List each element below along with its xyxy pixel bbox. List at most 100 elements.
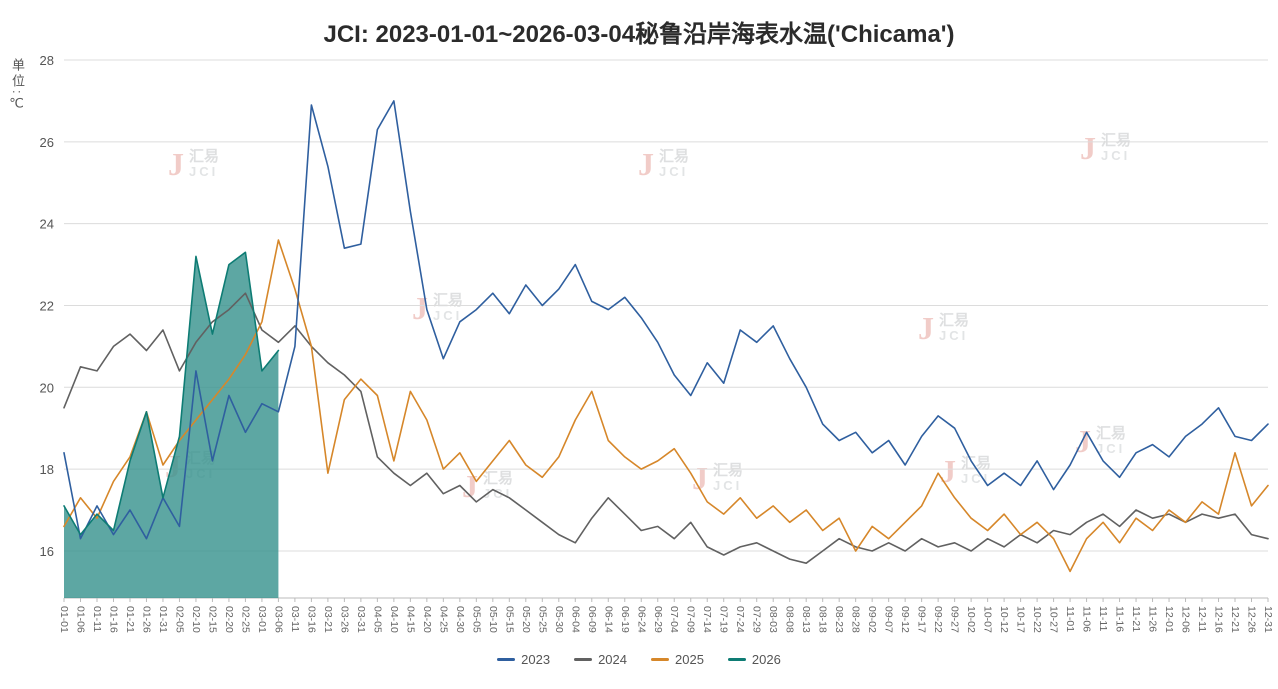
x-tick-label: 07-09 xyxy=(685,606,697,633)
x-tick-label: 07-19 xyxy=(718,606,730,633)
x-tick-label: 06-09 xyxy=(586,606,598,633)
x-tick-label: 05-25 xyxy=(536,606,548,633)
y-tick-label: 18 xyxy=(40,462,54,477)
y-tick-label: 16 xyxy=(40,544,54,559)
x-tick-label: 03-21 xyxy=(322,606,334,633)
x-tick-label: 08-13 xyxy=(800,606,812,633)
series-line-2026 xyxy=(63,251,280,536)
x-tick-label: 06-19 xyxy=(619,606,631,633)
x-axis-labels: 01-01 01-06 01-11 01-16 01-21 01-26 01-31 02-05… xyxy=(58,597,1274,633)
legend-label: 2024 xyxy=(598,652,627,667)
x-tick-label: 11-16 xyxy=(1114,606,1126,632)
x-tick-label: 05-15 xyxy=(503,606,515,633)
x-tick-label: 10-02 xyxy=(965,606,977,633)
x-tick-label: 04-10 xyxy=(388,606,400,633)
x-tick-label: 06-04 xyxy=(569,606,581,633)
x-tick-label: 02-15 xyxy=(206,606,218,633)
x-tick-label: 12-06 xyxy=(1180,606,1192,633)
x-tick-label: 01-31 xyxy=(157,606,169,633)
legend-label: 2026 xyxy=(751,652,781,667)
x-tick-label: 11-01 xyxy=(1064,606,1076,632)
legend-label: 2025 xyxy=(675,652,704,667)
x-tick-label: 12-26 xyxy=(1246,606,1258,633)
x-tick-label: 10-27 xyxy=(1048,606,1060,633)
y-tick-label: 26 xyxy=(40,135,54,150)
x-tick-label: 10-07 xyxy=(982,606,994,633)
x-tick-label: 10-22 xyxy=(1031,606,1043,633)
x-tick-label: 03-31 xyxy=(355,606,367,633)
x-tick-label: 04-20 xyxy=(421,606,433,633)
x-tick-label: 03-11 xyxy=(289,606,301,632)
x-tick-label: 09-02 xyxy=(866,606,878,633)
y-axis-unit-label: 单位:℃ xyxy=(10,58,25,115)
x-tick-label: 06-29 xyxy=(652,606,664,633)
series-area-2026 xyxy=(64,252,279,598)
x-tick-label: 12-11 xyxy=(1196,606,1208,632)
chart-title: JCI: 2023-01-01~2026-03-04秘鲁沿岸海表水温('Chic… xyxy=(323,21,955,48)
x-tick-label: 11-06 xyxy=(1081,606,1093,632)
x-tick-label: 01-06 xyxy=(74,606,86,633)
y-tick-label: 22 xyxy=(40,298,54,313)
x-tick-label: 08-23 xyxy=(833,606,845,633)
y-tick-label: 24 xyxy=(40,217,54,232)
legend-swatch-2025 xyxy=(651,658,669,661)
x-tick-label: 01-11 xyxy=(91,606,103,632)
x-tick-label: 05-30 xyxy=(553,606,565,633)
x-tick-label: 11-21 xyxy=(1130,606,1142,632)
x-tick-label: 05-05 xyxy=(470,606,482,633)
x-tick-label: 12-16 xyxy=(1213,606,1225,633)
x-tick-label: 04-15 xyxy=(404,606,416,633)
legend-item-2026[interactable]: 2026 xyxy=(727,652,781,667)
x-tick-label: 09-27 xyxy=(949,606,961,633)
series-line-2025 xyxy=(63,239,1269,573)
x-tick-label: 01-26 xyxy=(140,606,152,633)
x-tick-label: 05-20 xyxy=(520,606,532,633)
x-tick-label: 03-01 xyxy=(256,606,268,633)
x-tick-label: 04-25 xyxy=(437,606,449,633)
x-tick-label: 07-29 xyxy=(751,606,763,633)
x-tick-label: 09-22 xyxy=(932,606,944,633)
x-tick-label: 01-21 xyxy=(124,606,136,633)
x-tick-label: 04-30 xyxy=(454,606,466,633)
x-tick-label: 02-05 xyxy=(173,606,185,633)
x-tick-label: 09-17 xyxy=(916,606,928,633)
x-tick-label: 08-03 xyxy=(767,606,779,633)
series-line-2023 xyxy=(63,100,1269,540)
x-tick-label: 06-14 xyxy=(602,606,614,633)
x-tick-label: 04-05 xyxy=(371,606,383,633)
legend-swatch-2023 xyxy=(497,658,516,661)
legend-item-2025[interactable]: 2025 xyxy=(651,652,704,667)
x-tick-label: 09-07 xyxy=(883,606,895,633)
series-line-2024 xyxy=(63,292,1269,565)
legend-swatch-2024 xyxy=(574,658,593,661)
y-axis-labels: 16 18 20 22 24 26 28 xyxy=(40,53,54,559)
x-tick-label: 02-10 xyxy=(190,606,202,633)
x-tick-label: 08-28 xyxy=(850,606,862,633)
legend-swatch-2026 xyxy=(727,658,746,661)
x-tick-label: 09-12 xyxy=(899,606,911,633)
y-tick-label: 20 xyxy=(40,380,54,395)
x-tick-label: 01-16 xyxy=(107,606,119,633)
y-tick-label: 28 xyxy=(40,53,54,68)
x-tick-label: 10-12 xyxy=(998,606,1010,633)
x-tick-label: 12-21 xyxy=(1229,606,1241,633)
x-tick-label: 07-24 xyxy=(734,606,746,633)
x-tick-label: 10-17 xyxy=(1015,606,1027,633)
x-tick-label: 03-16 xyxy=(305,606,317,633)
x-tick-label: 08-08 xyxy=(784,606,796,633)
x-tick-label: 12-31 xyxy=(1262,606,1274,633)
x-tick-label: 07-14 xyxy=(701,606,713,633)
x-tick-label: 03-06 xyxy=(272,606,284,633)
legend-label: 2023 xyxy=(521,652,551,667)
x-tick-label: 06-24 xyxy=(635,606,647,633)
x-tick-label: 03-26 xyxy=(338,606,350,633)
x-tick-label: 08-18 xyxy=(817,606,829,633)
x-tick-label: 11-26 xyxy=(1147,606,1159,632)
x-tick-label: 02-25 xyxy=(239,606,251,633)
legend-item-2024[interactable]: 2024 xyxy=(574,652,627,667)
legend-item-2023[interactable]: 2023 xyxy=(497,652,550,667)
legend: 2023 2024 2025 2026 xyxy=(0,652,1278,667)
x-tick-label: 01-01 xyxy=(58,606,70,633)
